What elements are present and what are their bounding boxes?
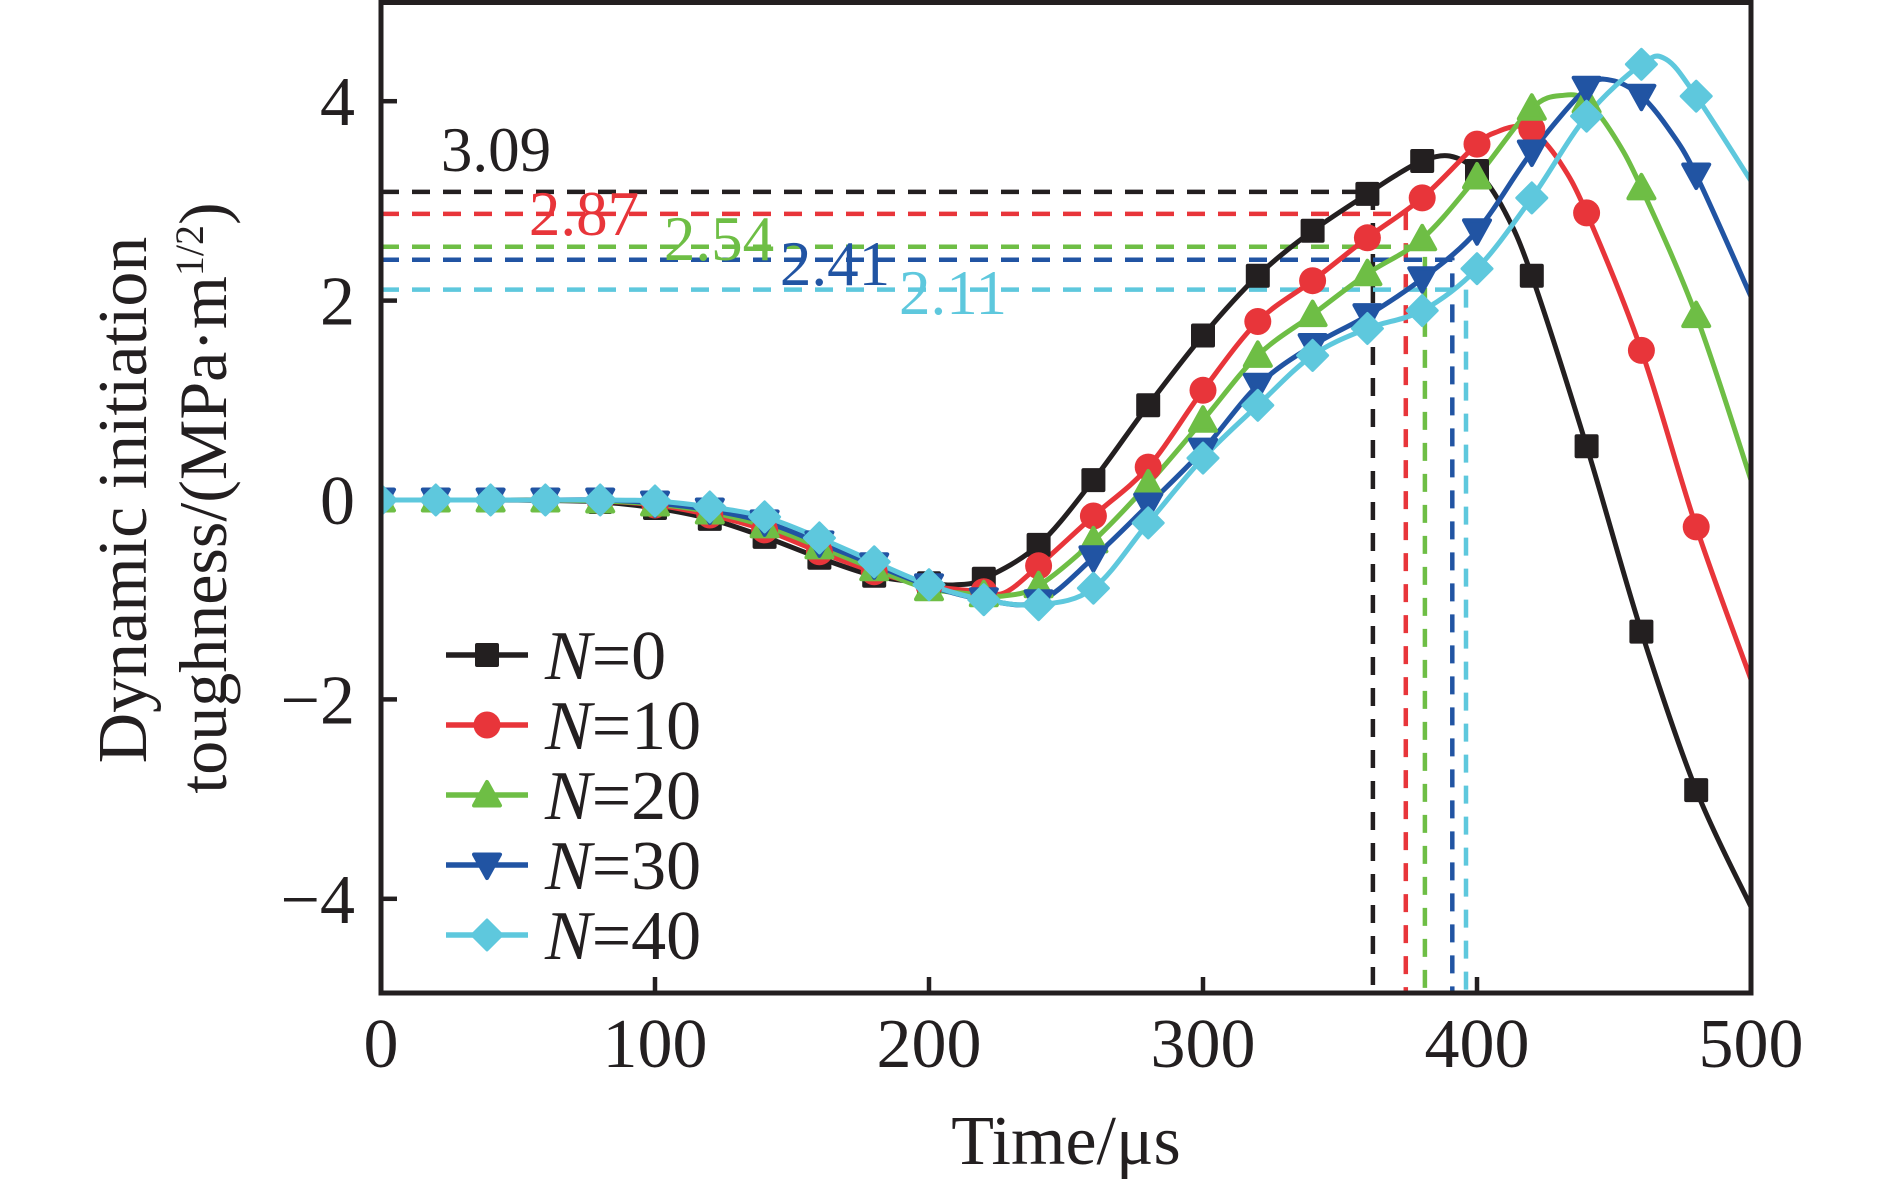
svg-text:2: 2 (320, 264, 355, 341)
svg-text:N=20: N=20 (544, 758, 701, 835)
svg-text:2.87: 2.87 (529, 179, 639, 249)
svg-text:N=10: N=10 (544, 688, 701, 765)
svg-text:0: 0 (320, 463, 355, 540)
svg-text:2.41: 2.41 (780, 229, 890, 299)
svg-text:500: 500 (1699, 1006, 1804, 1083)
svg-text:0: 0 (364, 1006, 399, 1083)
svg-text:100: 100 (603, 1006, 708, 1083)
svg-text:−4: −4 (281, 862, 355, 939)
svg-text:N=40: N=40 (544, 898, 701, 975)
svg-text:N=30: N=30 (544, 828, 701, 905)
svg-text:−2: −2 (281, 662, 355, 739)
svg-text:Time/μs: Time/μs (951, 1103, 1180, 1180)
svg-text:N=0: N=0 (544, 618, 666, 695)
svg-text:toughness/(MPa·m1/2): toughness/(MPa·m1/2) (165, 202, 241, 793)
svg-text:Dynamic initiation: Dynamic initiation (85, 237, 162, 764)
svg-text:4: 4 (320, 64, 355, 141)
svg-text:3.09: 3.09 (441, 115, 551, 185)
svg-text:200: 200 (877, 1006, 982, 1083)
svg-text:300: 300 (1151, 1006, 1256, 1083)
svg-text:400: 400 (1425, 1006, 1530, 1083)
svg-text:2.11: 2.11 (899, 258, 1007, 328)
svg-text:2.54: 2.54 (664, 204, 774, 274)
